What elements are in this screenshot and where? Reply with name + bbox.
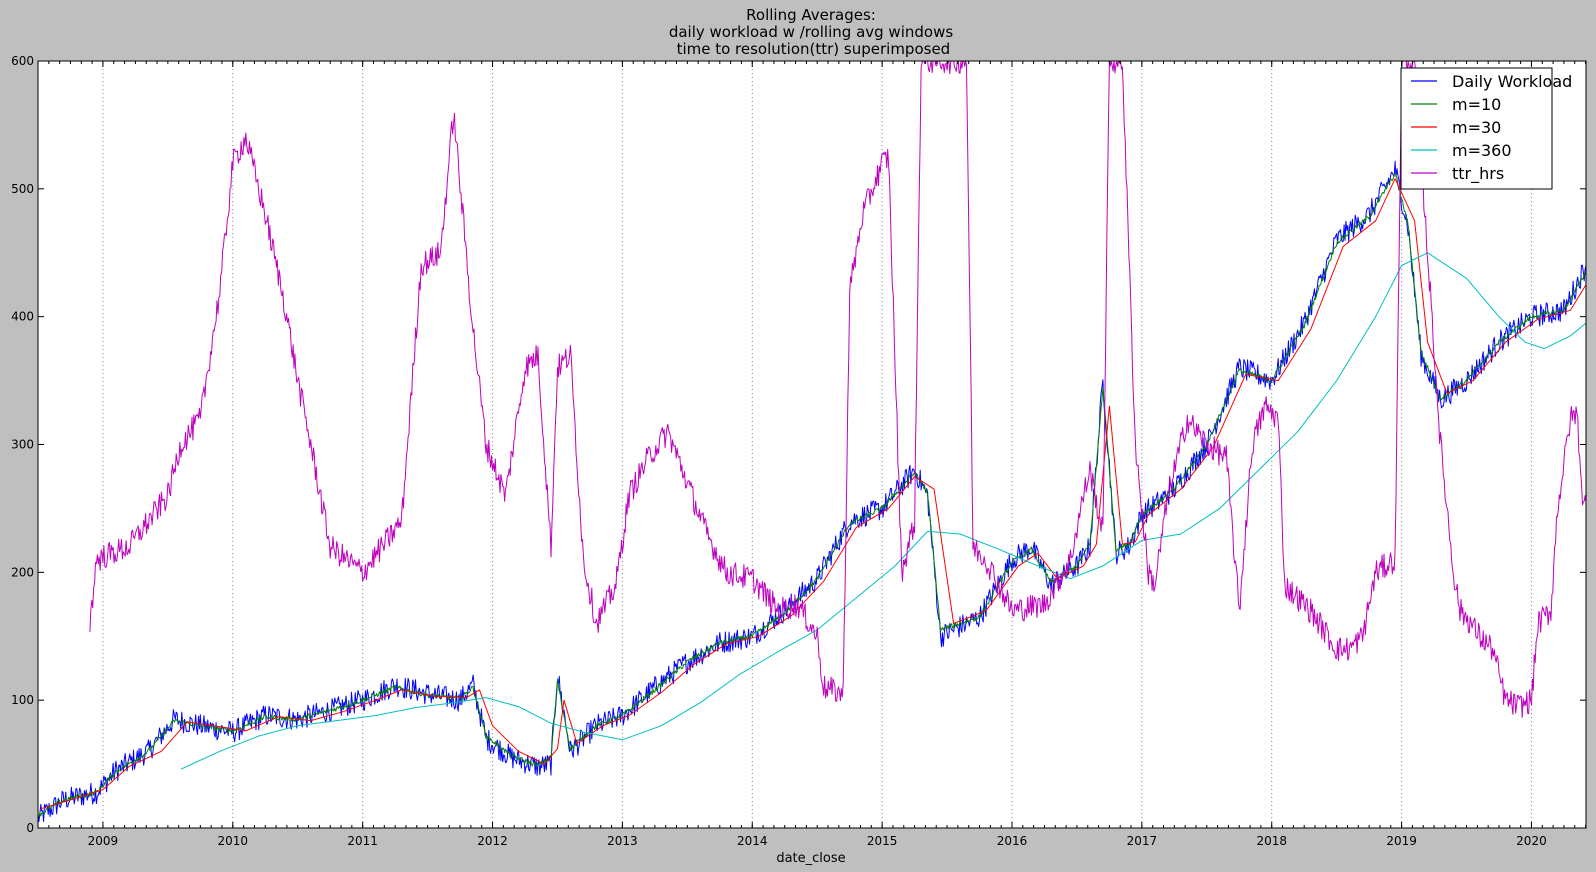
y-tick-label: 500 — [11, 182, 34, 196]
legend-label-4: ttr_hrs — [1452, 164, 1504, 184]
plot-area — [38, 61, 1586, 828]
series-lines — [37, 60, 1587, 823]
x-axis-label: date_close — [776, 851, 845, 866]
legend: Daily Workload m=10 m=30 m=360 ttr_hrs — [1400, 67, 1572, 190]
x-tick-label: 2020 — [1516, 834, 1547, 848]
chart-title-line-3: time to resolution(ttr) superimposed — [672, 40, 950, 58]
x-tick-label: 2016 — [997, 834, 1028, 848]
chart-title-line-1: Rolling Averages: — [746, 6, 876, 24]
x-tick-label: 2009 — [88, 834, 119, 848]
y-tick-label: 400 — [11, 310, 34, 324]
y-tick-label: 0 — [26, 821, 34, 835]
x-tick-label: 2012 — [477, 834, 508, 848]
series-line-1 — [37, 172, 1587, 818]
legend-box — [1400, 67, 1553, 190]
x-tick-label: 2013 — [607, 834, 638, 848]
x-tick-label: 2015 — [867, 834, 898, 848]
series-line-2 — [40, 178, 1587, 810]
x-tick-label: 2019 — [1386, 834, 1417, 848]
x-tick-label: 2011 — [347, 834, 378, 848]
y-tick-label: 300 — [11, 438, 34, 452]
y-tick-label: 200 — [11, 565, 34, 579]
legend-label-0: Daily Workload — [1452, 72, 1572, 91]
legend-label-3: m=360 — [1452, 141, 1512, 160]
x-tick-label: 2010 — [218, 834, 249, 848]
y-tick-label: 100 — [11, 693, 34, 707]
legend-label-2: m=30 — [1452, 118, 1501, 137]
x-tick-label: 2017 — [1127, 834, 1158, 848]
y-tick-label: 600 — [11, 54, 34, 68]
series-line-3 — [180, 252, 1587, 770]
series-line-4 — [89, 60, 1587, 718]
axis-ticks: 2009 2010 2011 2012 2013 2014 2015 2016 2017 2018… — [11, 54, 1587, 848]
x-tick-label: 2014 — [737, 834, 768, 848]
chart-title-line-2: daily workload w /rolling avg windows — [669, 23, 953, 41]
x-tick-label: 2018 — [1256, 834, 1287, 848]
legend-label-1: m=10 — [1452, 95, 1501, 114]
